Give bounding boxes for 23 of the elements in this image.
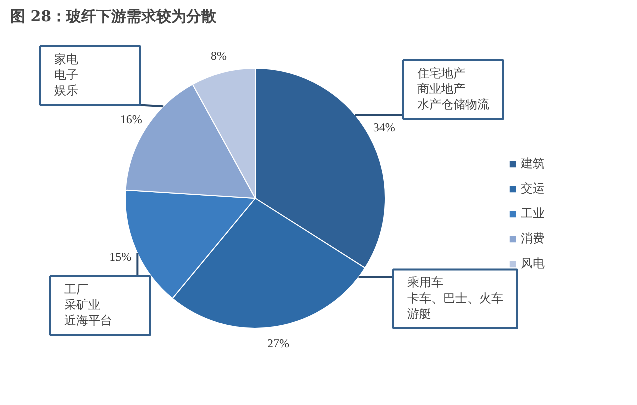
text: 家电 [54, 52, 78, 66]
data-label: 8% [210, 49, 227, 64]
data-label: 34% [373, 120, 396, 135]
text: 娱乐 [54, 84, 78, 98]
text: 游艇 [408, 306, 432, 321]
data-label: 15% [110, 250, 132, 264]
text: 采矿业 [64, 298, 100, 312]
legend-label: 交运 [521, 180, 545, 198]
text: 近海平台 [64, 314, 112, 328]
text: 商业地产 [418, 82, 466, 96]
text: 卡车、巴士、火车 [408, 291, 504, 306]
text: 乘用车 [408, 276, 444, 290]
data-label: 27% [268, 336, 290, 351]
legend-label: 工业 [521, 206, 545, 222]
text: 工厂 [64, 282, 88, 296]
text: 电子 [54, 68, 78, 82]
legend-label: 消费 [521, 230, 545, 248]
text: 住宅地产 [418, 66, 466, 80]
chart-title: 图 28：玻纤下游需求较为分散 [10, 8, 218, 26]
legend-label: 建筑 [521, 156, 545, 172]
legend-label: 风电 [521, 256, 545, 272]
text: 水产仓储物流 [418, 98, 490, 112]
data-label: 16% [120, 112, 142, 127]
